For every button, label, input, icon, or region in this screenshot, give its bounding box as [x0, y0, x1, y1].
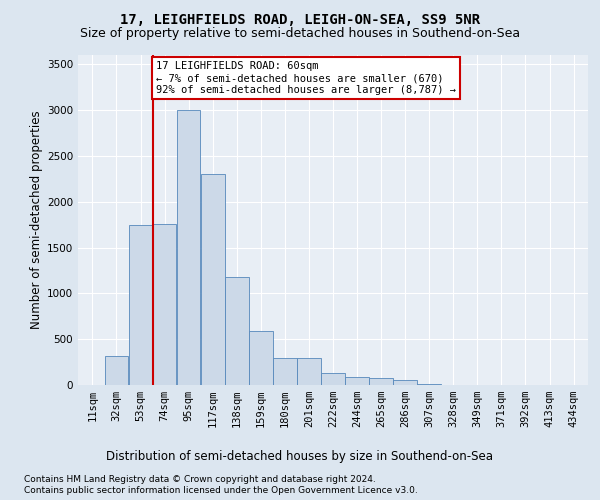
Bar: [225, 277, 248, 385]
Bar: [345, 377, 369, 385]
Text: Distribution of semi-detached houses by size in Southend-on-Sea: Distribution of semi-detached houses by …: [107, 450, 493, 463]
Bar: [201, 174, 224, 385]
Bar: [418, 384, 441, 385]
Bar: [249, 331, 272, 385]
Bar: [394, 380, 417, 385]
Bar: [129, 224, 152, 385]
Text: 17, LEIGHFIELDS ROAD, LEIGH-ON-SEA, SS9 5NR: 17, LEIGHFIELDS ROAD, LEIGH-ON-SEA, SS9 …: [120, 12, 480, 26]
Bar: [370, 378, 393, 385]
Bar: [321, 372, 345, 385]
Bar: [273, 358, 296, 385]
Bar: [297, 358, 321, 385]
Bar: [105, 356, 128, 385]
Text: Size of property relative to semi-detached houses in Southend-on-Sea: Size of property relative to semi-detach…: [80, 28, 520, 40]
Text: Contains HM Land Registry data © Crown copyright and database right 2024.: Contains HM Land Registry data © Crown c…: [24, 475, 376, 484]
Text: 17 LEIGHFIELDS ROAD: 60sqm
← 7% of semi-detached houses are smaller (670)
92% of: 17 LEIGHFIELDS ROAD: 60sqm ← 7% of semi-…: [156, 62, 456, 94]
Y-axis label: Number of semi-detached properties: Number of semi-detached properties: [30, 110, 43, 330]
Bar: [153, 224, 176, 385]
Text: Contains public sector information licensed under the Open Government Licence v3: Contains public sector information licen…: [24, 486, 418, 495]
Bar: [177, 110, 200, 385]
